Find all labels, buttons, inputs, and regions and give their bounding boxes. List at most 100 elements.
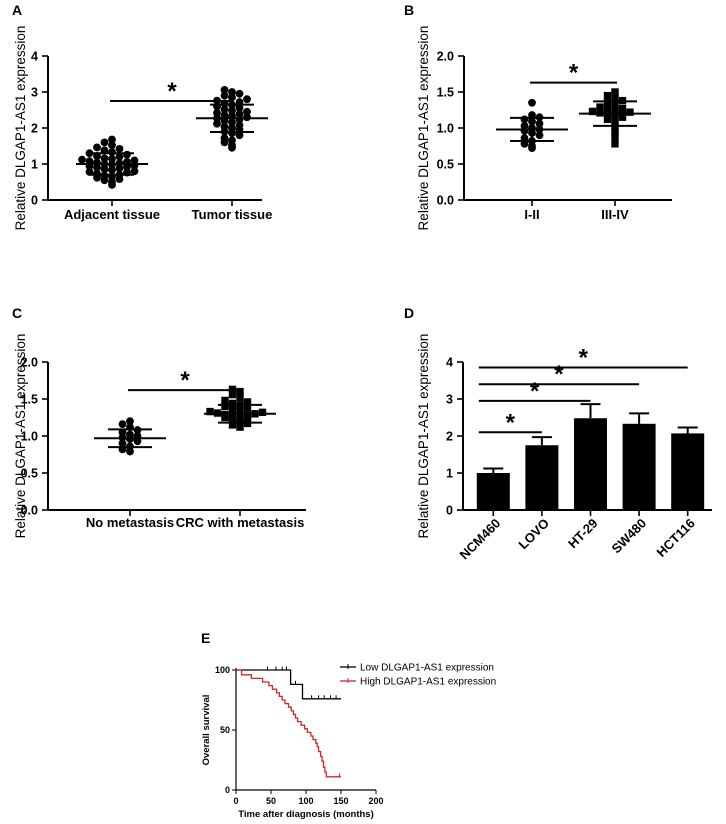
data-point bbox=[235, 89, 244, 98]
y-tick-label: 4 bbox=[31, 50, 38, 64]
data-point bbox=[213, 119, 221, 128]
x-category-label: CRC with metastasis bbox=[176, 515, 305, 530]
data-point bbox=[220, 91, 229, 100]
y-tick-label: 2 bbox=[31, 122, 38, 136]
data-point bbox=[228, 405, 237, 414]
data-point bbox=[130, 167, 139, 176]
data-point bbox=[588, 107, 597, 116]
y-axis-title: Relative DLGAP1-AS1 expression bbox=[416, 26, 431, 231]
data-point bbox=[603, 115, 612, 124]
x-category-label: NCM460 bbox=[457, 516, 504, 563]
y-tick-label: 1 bbox=[446, 467, 453, 481]
data-point bbox=[228, 399, 237, 408]
data-point bbox=[220, 85, 229, 94]
data-point bbox=[228, 88, 236, 96]
x-category-label: I-II bbox=[524, 207, 539, 222]
data-point bbox=[108, 178, 116, 186]
data-point bbox=[115, 144, 124, 153]
data-point bbox=[100, 138, 109, 147]
data-point bbox=[118, 420, 127, 429]
y-tick-label: 3 bbox=[446, 393, 453, 407]
panel-B: B 0.0 0.5 1.0 1.5 2.0 Relative DLGAP1-AS1 expr… bbox=[404, 2, 672, 230]
data-point bbox=[236, 387, 244, 396]
x-tick-label: 50 bbox=[266, 796, 276, 806]
y-tick-label: 0.5 bbox=[437, 158, 454, 172]
x-category-label: LOVO bbox=[515, 516, 552, 553]
y-tick-label: 1.5 bbox=[437, 86, 454, 100]
y-tick-label: 0 bbox=[31, 194, 38, 208]
bar bbox=[525, 445, 559, 510]
data-point bbox=[126, 417, 134, 426]
data-point bbox=[611, 88, 619, 96]
x-tick-label: 200 bbox=[368, 796, 383, 806]
y-tick-label: 2 bbox=[446, 430, 453, 444]
data-point bbox=[528, 98, 536, 107]
data-point bbox=[603, 99, 612, 107]
data-point bbox=[258, 408, 267, 417]
y-axis-title: Relative DLGAP1-AS1 expression bbox=[13, 334, 28, 539]
x-category-label: HT-29 bbox=[565, 516, 601, 552]
significance-star: * bbox=[569, 60, 579, 87]
x-tick-label: 0 bbox=[233, 796, 238, 806]
data-point bbox=[235, 121, 244, 130]
data-point bbox=[236, 423, 244, 431]
panel-E: E 0 50 100 0 50 100 150 200 Time after diagnosis … bbox=[201, 630, 496, 820]
bar bbox=[476, 473, 510, 510]
data-point bbox=[596, 103, 604, 111]
data-point bbox=[243, 398, 252, 406]
data-point bbox=[603, 91, 612, 100]
data-point bbox=[228, 421, 237, 429]
data-point bbox=[220, 134, 229, 142]
data-point bbox=[78, 155, 86, 164]
data-point bbox=[115, 152, 124, 161]
panel-label: D bbox=[404, 305, 414, 321]
panel-label: E bbox=[201, 630, 210, 646]
significance-star: * bbox=[579, 345, 589, 372]
data-point bbox=[206, 407, 214, 416]
data-point bbox=[93, 143, 101, 152]
significance-star: * bbox=[167, 78, 177, 105]
data-point bbox=[520, 121, 529, 130]
y-tick-label: 2.0 bbox=[21, 356, 38, 370]
panel-label: C bbox=[12, 305, 22, 321]
data-point bbox=[228, 136, 236, 145]
bar bbox=[671, 433, 705, 510]
bar bbox=[622, 423, 656, 510]
significance-star: * bbox=[506, 409, 516, 436]
data-point bbox=[626, 108, 634, 116]
data-point bbox=[235, 110, 244, 118]
significance-star: * bbox=[554, 361, 564, 388]
data-point bbox=[228, 416, 237, 425]
y-axis-title: Relative DLGAP1-AS1 expression bbox=[13, 26, 28, 231]
data-point bbox=[236, 393, 244, 402]
survival-curve bbox=[236, 669, 341, 700]
data-point bbox=[123, 150, 131, 159]
y-tick-label: 100 bbox=[215, 665, 230, 675]
significance-star: * bbox=[530, 378, 540, 405]
legend-label: Low DLGAP1-AS1 expression bbox=[360, 663, 494, 674]
y-tick-label: 0.0 bbox=[21, 504, 38, 518]
data-point bbox=[213, 108, 221, 117]
y-axis-title: Relative DLGAP1-AS1 expression bbox=[416, 334, 431, 539]
y-axis-title: Overall survival bbox=[201, 695, 212, 766]
data-point bbox=[611, 132, 619, 141]
data-point bbox=[118, 428, 127, 437]
legend-label: High DLGAP1-AS1 expression bbox=[360, 677, 496, 688]
data-point bbox=[618, 104, 627, 113]
y-tick-label: 50 bbox=[220, 725, 230, 735]
data-point bbox=[243, 95, 251, 104]
data-point bbox=[221, 396, 229, 405]
y-tick-label: 1.0 bbox=[21, 430, 38, 444]
x-category-label: III-IV bbox=[601, 207, 629, 222]
y-tick-label: 3 bbox=[31, 86, 38, 100]
x-category-label: Adjacent tissue bbox=[64, 207, 160, 222]
data-point bbox=[85, 149, 94, 158]
y-tick-label: 0.0 bbox=[437, 194, 454, 208]
data-point bbox=[535, 119, 544, 128]
data-point bbox=[603, 106, 612, 114]
y-tick-label: 1.0 bbox=[437, 122, 454, 136]
y-tick-label: 0 bbox=[446, 504, 453, 518]
